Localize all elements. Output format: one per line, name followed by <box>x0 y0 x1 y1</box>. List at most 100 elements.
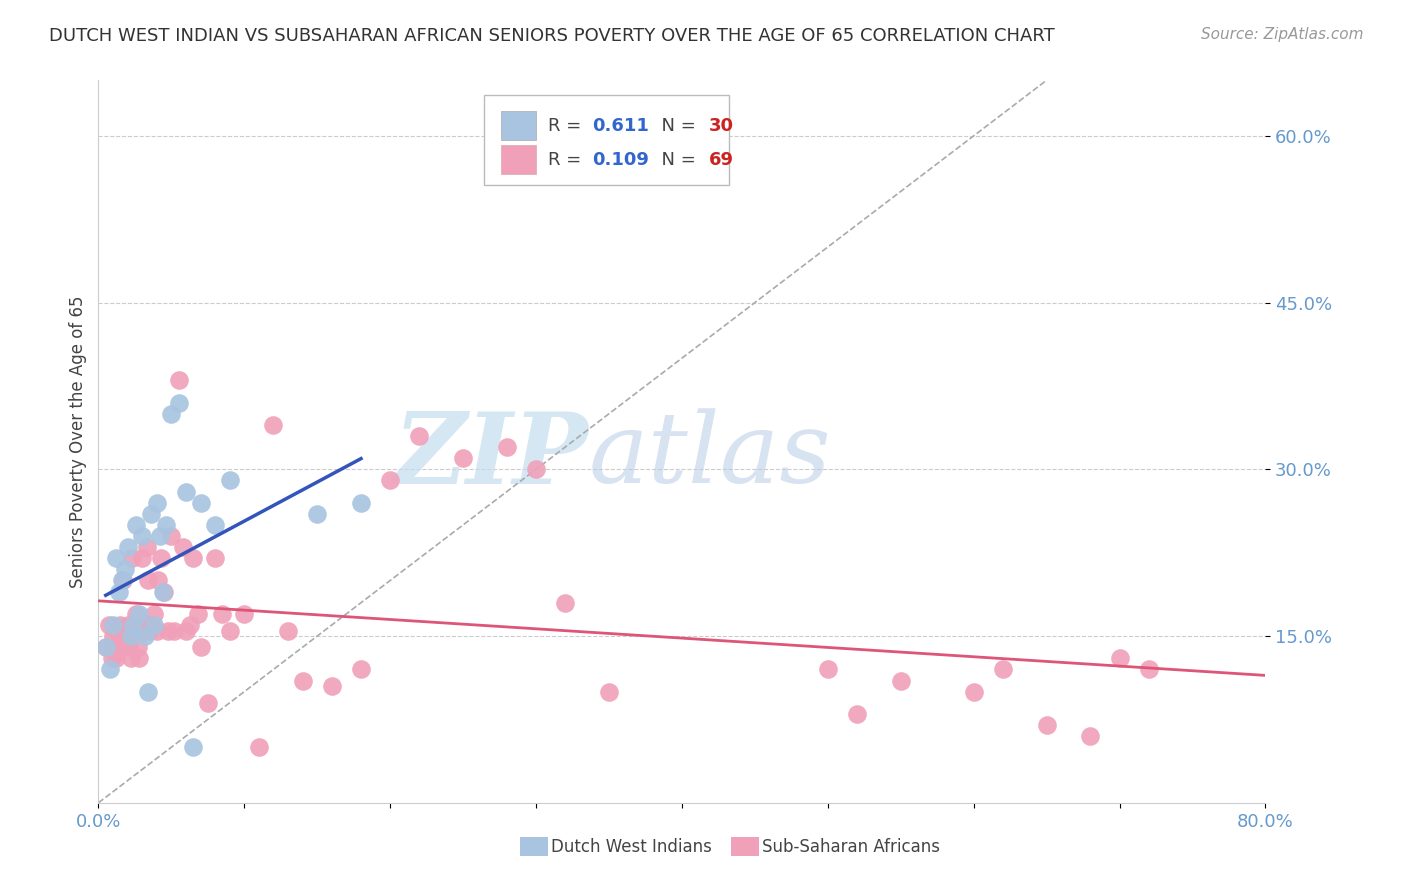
Point <box>524 462 547 476</box>
Point <box>163 624 186 638</box>
Point <box>167 373 190 387</box>
Point <box>150 551 173 566</box>
Point <box>103 640 125 655</box>
Point <box>117 618 139 632</box>
Point <box>277 624 299 638</box>
Point <box>134 629 156 643</box>
Point <box>350 662 373 676</box>
Point <box>204 517 226 532</box>
Point <box>149 529 172 543</box>
Point <box>160 529 183 543</box>
Text: Sub-Saharan Africans: Sub-Saharan Africans <box>762 838 941 855</box>
Point <box>890 673 912 688</box>
Point <box>122 618 145 632</box>
Point <box>100 651 122 665</box>
Point <box>94 640 117 655</box>
Point <box>181 551 204 566</box>
Point <box>451 451 474 466</box>
Point <box>125 607 148 621</box>
Point <box>104 651 127 665</box>
Text: DUTCH WEST INDIAN VS SUBSAHARAN AFRICAN SENIORS POVERTY OVER THE AGE OF 65 CORRE: DUTCH WEST INDIAN VS SUBSAHARAN AFRICAN … <box>49 27 1054 45</box>
Text: N =: N = <box>651 117 702 135</box>
Point <box>139 507 162 521</box>
Point <box>108 634 131 648</box>
Point <box>120 629 142 643</box>
Point <box>181 740 204 755</box>
Point <box>131 529 153 543</box>
Text: ZIP: ZIP <box>394 408 589 504</box>
Point <box>146 496 169 510</box>
Text: Source: ZipAtlas.com: Source: ZipAtlas.com <box>1201 27 1364 42</box>
Text: 0.109: 0.109 <box>592 151 650 169</box>
Point <box>108 584 131 599</box>
Point <box>1137 662 1160 676</box>
Point <box>139 618 162 632</box>
Point <box>233 607 256 621</box>
Point <box>135 540 157 554</box>
Point <box>204 551 226 566</box>
Point <box>148 574 170 588</box>
Point <box>105 624 128 638</box>
Point <box>167 395 190 409</box>
Point <box>262 417 284 432</box>
Point <box>218 474 240 488</box>
Point <box>187 607 209 621</box>
Point <box>111 640 134 655</box>
Point <box>962 684 984 698</box>
Point <box>174 624 197 638</box>
Point <box>127 640 149 655</box>
Point <box>136 574 159 588</box>
Point <box>408 429 430 443</box>
Point <box>321 679 343 693</box>
Point <box>110 618 132 632</box>
Point <box>307 507 329 521</box>
FancyBboxPatch shape <box>484 95 728 185</box>
Text: atlas: atlas <box>589 409 831 504</box>
Point <box>1108 651 1130 665</box>
Point <box>1035 718 1057 732</box>
Point <box>817 662 839 676</box>
Point <box>174 484 197 499</box>
Point <box>111 574 134 588</box>
Point <box>120 651 142 665</box>
Point <box>380 474 402 488</box>
Point <box>132 624 155 638</box>
FancyBboxPatch shape <box>501 145 536 174</box>
Point <box>155 517 177 532</box>
Point <box>247 740 270 755</box>
Point <box>128 607 150 621</box>
Point <box>97 618 120 632</box>
Point <box>190 640 212 655</box>
Point <box>172 540 194 554</box>
Text: Dutch West Indians: Dutch West Indians <box>551 838 711 855</box>
Point <box>138 624 160 638</box>
Point <box>124 624 146 638</box>
Point <box>136 684 159 698</box>
Point <box>598 684 620 698</box>
Text: N =: N = <box>651 151 702 169</box>
Point <box>554 596 576 610</box>
Point <box>142 607 165 621</box>
Y-axis label: Seniors Poverty Over the Age of 65: Seniors Poverty Over the Age of 65 <box>69 295 87 588</box>
Point <box>152 584 174 599</box>
Point <box>121 551 143 566</box>
Point <box>118 640 141 655</box>
Point <box>101 618 124 632</box>
Point <box>160 407 183 421</box>
Point <box>846 706 869 721</box>
Text: R =: R = <box>548 117 586 135</box>
Text: 30: 30 <box>709 117 734 135</box>
Text: 0.611: 0.611 <box>592 117 650 135</box>
Point <box>179 618 201 632</box>
Point <box>197 696 219 710</box>
Point <box>1080 729 1102 743</box>
Point <box>350 496 373 510</box>
Point <box>134 618 156 632</box>
Point <box>190 496 212 510</box>
Point <box>146 624 169 638</box>
Point <box>114 562 136 576</box>
Point <box>98 662 121 676</box>
Point <box>125 517 148 532</box>
Text: 69: 69 <box>709 151 734 169</box>
Point <box>157 624 180 638</box>
